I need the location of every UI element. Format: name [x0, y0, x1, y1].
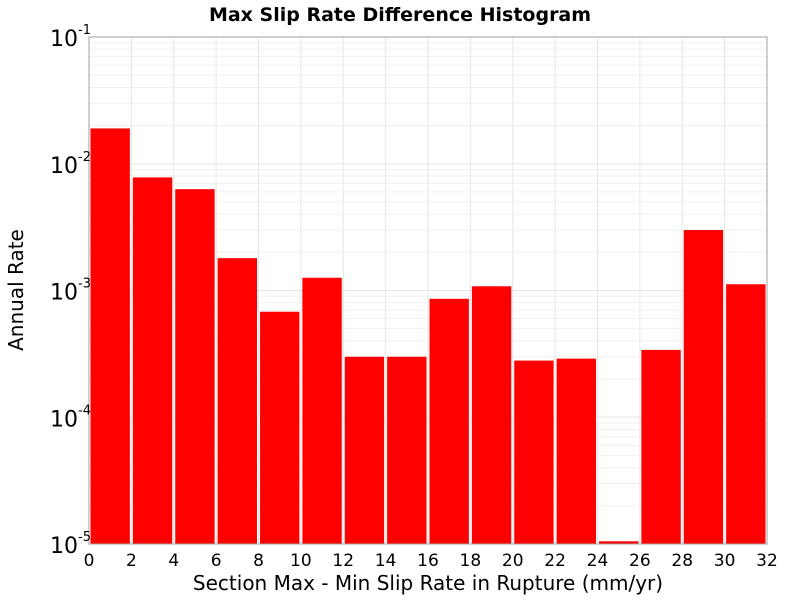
y-tick-exponent: -5 — [78, 530, 91, 545]
x-axis-label: Section Max - Min Slip Rate in Rupture (… — [193, 571, 663, 595]
histogram-bar-4 — [260, 311, 300, 544]
histogram-bar-3 — [217, 258, 257, 544]
x-tick-label: 22 — [544, 551, 566, 571]
plot-frame — [88, 36, 768, 545]
histogram-bar-13 — [641, 349, 681, 544]
x-tick-label: 4 — [168, 551, 179, 571]
x-axis-ticks: 0 2 4 6 8 10 12 14 16 18 20 22 24 26 28 30 32 — [84, 551, 778, 571]
y-tick-label: 10-5 — [50, 530, 91, 559]
x-tick-label: 0 — [84, 551, 95, 571]
histogram-bar-1 — [132, 177, 173, 544]
x-tick-label: 6 — [211, 551, 222, 571]
x-tick-label: 14 — [375, 551, 397, 571]
x-tick-label: 18 — [460, 551, 482, 571]
y-axis-ticks: 10-510-410-310-210-1 — [50, 23, 91, 559]
x-tick-label: 30 — [714, 551, 736, 571]
histogram-bar-12 — [599, 541, 639, 544]
x-tick-label: 26 — [629, 551, 651, 571]
y-tick-label: 10-2 — [50, 150, 91, 179]
histogram-bar-14 — [683, 230, 724, 544]
histogram-bar-2 — [175, 189, 215, 544]
y-tick-label: 10-1 — [50, 23, 91, 52]
x-tick-label: 24 — [587, 551, 609, 571]
y-tick-exponent: -4 — [78, 403, 91, 418]
x-tick-label: 12 — [332, 551, 354, 571]
y-tick-base: 10 — [50, 281, 78, 306]
histogram-bar-5 — [302, 277, 342, 544]
y-tick-base: 10 — [50, 407, 78, 432]
histogram-bar-10 — [514, 360, 554, 544]
y-tick-exponent: -1 — [78, 23, 91, 38]
histogram-bar-6 — [344, 356, 385, 544]
y-tick-base: 10 — [50, 27, 78, 52]
histogram-bar-15 — [726, 284, 766, 544]
x-tick-label: 32 — [756, 551, 778, 571]
x-tick-label: 2 — [126, 551, 137, 571]
y-tick-exponent: -3 — [78, 277, 91, 292]
x-tick-label: 10 — [290, 551, 312, 571]
x-tick-label: 8 — [253, 551, 264, 571]
y-axis-label: Annual Rate — [4, 229, 28, 351]
x-tick-label: 16 — [417, 551, 439, 571]
y-tick-base: 10 — [50, 154, 78, 179]
bars — [90, 128, 766, 545]
histogram-bar-9 — [471, 286, 512, 544]
y-tick-base: 10 — [50, 534, 78, 559]
histogram-bar-7 — [387, 356, 427, 544]
y-tick-label: 10-4 — [50, 403, 91, 432]
x-tick-label: 20 — [502, 551, 524, 571]
histogram-bar-11 — [556, 358, 596, 544]
y-tick-label: 10-3 — [50, 277, 91, 306]
chart-title: Max Slip Rate Difference Histogram — [209, 4, 591, 26]
x-tick-label: 28 — [671, 551, 693, 571]
y-tick-exponent: -2 — [78, 150, 91, 165]
histogram-bar-8 — [429, 298, 469, 544]
histogram-bar-0 — [90, 128, 130, 545]
